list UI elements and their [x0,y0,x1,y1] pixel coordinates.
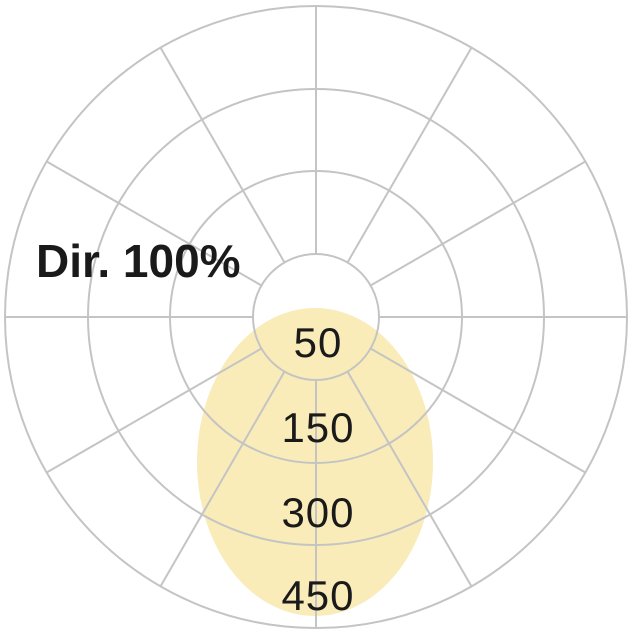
spoke-lines [5,6,627,628]
spoke-240deg [46,347,262,474]
spoke-330deg [159,47,286,263]
spoke-300deg [46,160,262,287]
spoke-60deg [370,160,586,287]
ring-label-300: 300 [281,489,354,536]
spoke-210deg [159,371,286,587]
ring-label-150: 150 [281,404,354,451]
spoke-30deg [346,47,473,263]
polar-grid [4,5,628,629]
spoke-120deg [370,347,586,474]
ring-label-50: 50 [294,319,343,366]
ring-label-450: 450 [281,572,354,619]
direct-percentage-label: Dir. 100% [36,235,241,287]
spoke-150deg [346,371,473,587]
